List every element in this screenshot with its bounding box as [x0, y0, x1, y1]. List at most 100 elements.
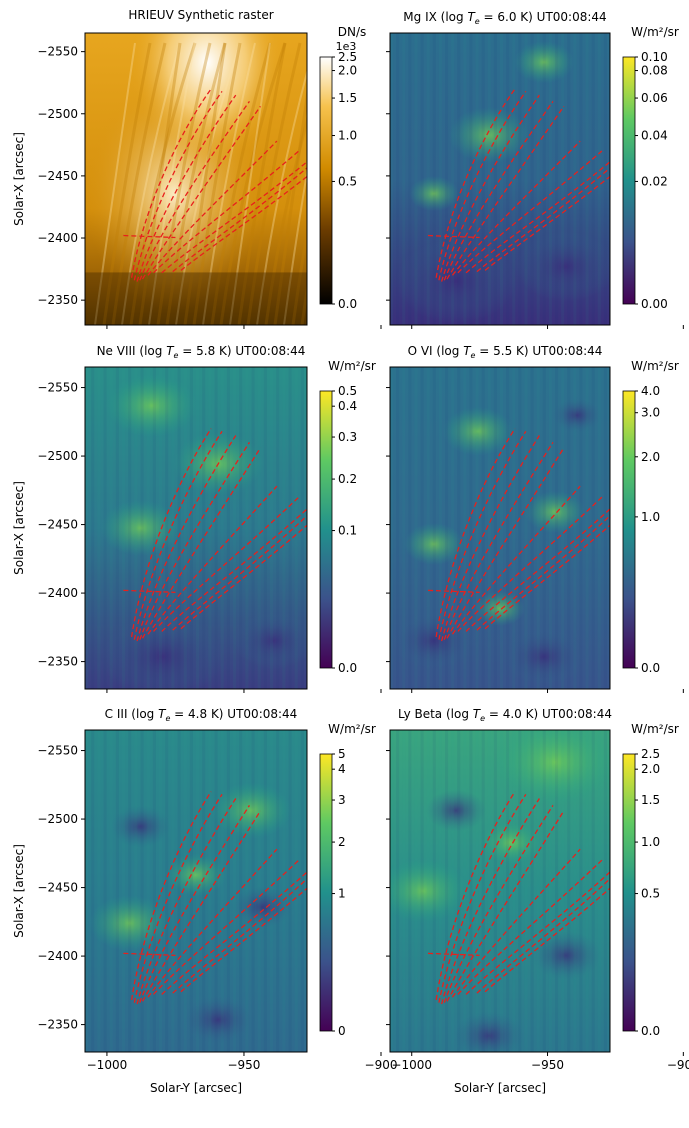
axes-frame	[84, 32, 308, 326]
cross-section-line	[427, 589, 480, 593]
loop-curve	[443, 100, 554, 281]
x-tick-label: −1000	[87, 1058, 128, 1072]
axes-frame	[389, 729, 611, 1053]
loop-curve	[161, 871, 307, 995]
raster-dark-region	[552, 397, 602, 433]
raster-column-stripe	[414, 367, 418, 689]
colorbar-tick-label: 0.5	[641, 887, 660, 901]
panel-title: O VI (log Te = 5.5 K) UT00:08:44	[408, 344, 603, 360]
raster-column-stripe	[226, 730, 230, 1052]
loop-curve	[435, 88, 516, 278]
colorbar-tick-label: 2.5	[338, 50, 357, 64]
raster-streak	[129, 42, 197, 325]
cross-section-line	[427, 234, 480, 239]
raster-column-stripe	[420, 367, 424, 689]
raster-column-stripe	[251, 730, 255, 1052]
y-tick-label: −2350	[37, 655, 78, 669]
raster-bright-region	[106, 374, 197, 438]
raster-column-stripe	[438, 33, 442, 325]
raster-column-stripe	[432, 730, 436, 1052]
raster-column-stripe	[579, 730, 583, 1052]
raster-column-stripe	[245, 367, 249, 689]
colorbar-tick-label: 0	[338, 1024, 346, 1038]
raster-streak	[273, 87, 307, 325]
title-temp-symbol: T	[467, 10, 476, 24]
raster-bright-region	[475, 591, 525, 626]
loop-curve	[141, 447, 261, 639]
raster-column-stripe	[214, 367, 218, 689]
raster-column-stripe	[426, 730, 430, 1052]
loop-curve	[451, 485, 581, 635]
raster-column-stripe	[493, 367, 497, 689]
title-temp-value: = 5.5 K) UT00:08:44	[475, 344, 602, 358]
raster-column-stripe	[115, 730, 119, 1052]
raster-column-stripe	[226, 367, 230, 689]
raster-column-stripe	[548, 33, 552, 325]
raster-dark-region	[396, 239, 516, 324]
title-temp-subscript: e	[174, 351, 179, 360]
colorbar-tick-label: 0.0	[338, 297, 357, 311]
raster-bright-region	[211, 782, 292, 839]
loop-curve	[484, 175, 610, 271]
colorbar-unit: W/m²/sr	[328, 359, 376, 373]
raster-column-stripe	[530, 730, 534, 1052]
colorbar-tick-label: 0.0	[338, 661, 357, 675]
loop-curve	[136, 798, 237, 1005]
raster-column-stripe	[103, 730, 107, 1052]
raster-column-stripe	[603, 33, 607, 325]
raster-column-stripe	[469, 730, 473, 1052]
raster-column-stripe	[288, 367, 292, 689]
raster-column-stripe	[432, 367, 436, 689]
title-temp-value: = 4.8 K) UT00:08:44	[170, 707, 297, 721]
axes-frame	[84, 366, 308, 690]
raster-streak	[111, 42, 167, 325]
loop-curve	[133, 91, 223, 281]
raster-column-stripe	[481, 33, 485, 325]
loop-curve	[484, 524, 610, 630]
loop-curve	[141, 810, 261, 1002]
loop-curve	[147, 485, 278, 635]
colorbar-tick-label: 4	[338, 762, 346, 776]
loop-curve	[438, 91, 527, 281]
title-temp-value: = 5.8 K) UT00:08:44	[178, 344, 305, 358]
colorbar-tick-label: 0.06	[641, 91, 668, 105]
colorbar-unit: W/m²/sr	[631, 25, 679, 39]
raster-column-stripe	[475, 730, 479, 1052]
raster-column-stripe	[493, 730, 497, 1052]
loop-curve	[141, 105, 261, 280]
loop-curve	[136, 435, 237, 642]
colorbar-tick-label: 0.0	[641, 661, 660, 675]
colorbar-tick-label: 2.0	[641, 762, 660, 776]
y-tick-label: −2550	[37, 744, 78, 758]
colorbar-tick-label: 0.5	[338, 174, 357, 188]
raster-column-stripe	[536, 33, 540, 325]
loop-curve	[139, 805, 250, 1003]
raster-column-stripe	[585, 33, 589, 325]
x-axis-label: Solar-Y [arcsec]	[454, 1081, 546, 1095]
raster-column-stripe	[288, 730, 292, 1052]
raster-column-stripe	[196, 367, 200, 689]
colorbar-unit: W/m²/sr	[631, 359, 679, 373]
loop-curve	[438, 431, 527, 640]
raster-image	[390, 33, 610, 325]
raster-image	[85, 730, 307, 1052]
raster-column-stripe	[469, 367, 473, 689]
loop-curve	[130, 428, 212, 638]
cross-section-line	[123, 952, 176, 956]
colorbar-tick-label: 4.0	[641, 384, 660, 398]
loop-curve	[130, 791, 212, 1001]
raster-bright-region	[514, 41, 574, 84]
raster-column-stripe	[597, 367, 601, 689]
colorbar-tick-label: 0.3	[338, 430, 357, 444]
title-temp-symbol: T	[158, 707, 167, 721]
loop-curve	[133, 431, 223, 640]
colorbar-tick-label: 2.0	[338, 64, 357, 78]
loop-curve	[172, 514, 307, 631]
raster-column-stripe	[202, 367, 206, 689]
y-tick-label: −2550	[37, 381, 78, 395]
raster-column-stripe	[189, 730, 193, 1052]
loop-curve	[451, 140, 581, 276]
raster-streak	[256, 68, 307, 325]
y-tick-label: −2350	[37, 293, 78, 307]
y-tick-label: −2450	[37, 518, 78, 532]
